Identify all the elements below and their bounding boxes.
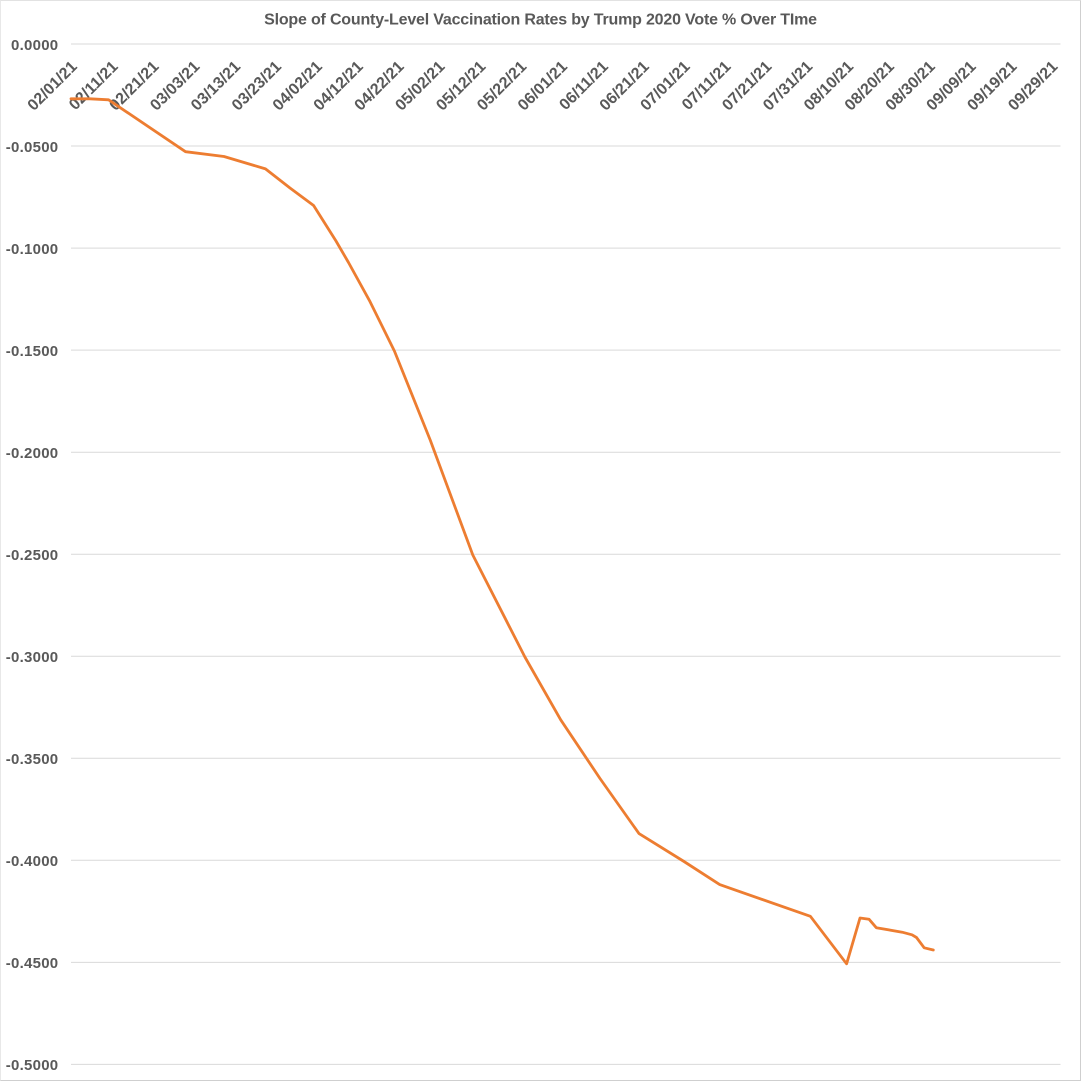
svg-text:-0.2000: -0.2000 xyxy=(6,445,59,462)
svg-text:-0.1000: -0.1000 xyxy=(6,241,59,258)
svg-text:-0.1500: -0.1500 xyxy=(6,343,59,360)
svg-text:0.0000: 0.0000 xyxy=(11,37,58,54)
svg-text:-0.4000: -0.4000 xyxy=(6,853,59,870)
svg-text:-0.5000: -0.5000 xyxy=(6,1057,59,1074)
svg-text:-0.4500: -0.4500 xyxy=(6,955,59,972)
svg-text:-0.2500: -0.2500 xyxy=(6,547,59,564)
svg-text:-0.3000: -0.3000 xyxy=(6,649,59,666)
svg-text:Slope of County-Level Vaccinat: Slope of County-Level Vaccination Rates … xyxy=(264,12,817,29)
svg-text:-0.3500: -0.3500 xyxy=(6,751,59,768)
svg-text:-0.0500: -0.0500 xyxy=(6,139,59,156)
